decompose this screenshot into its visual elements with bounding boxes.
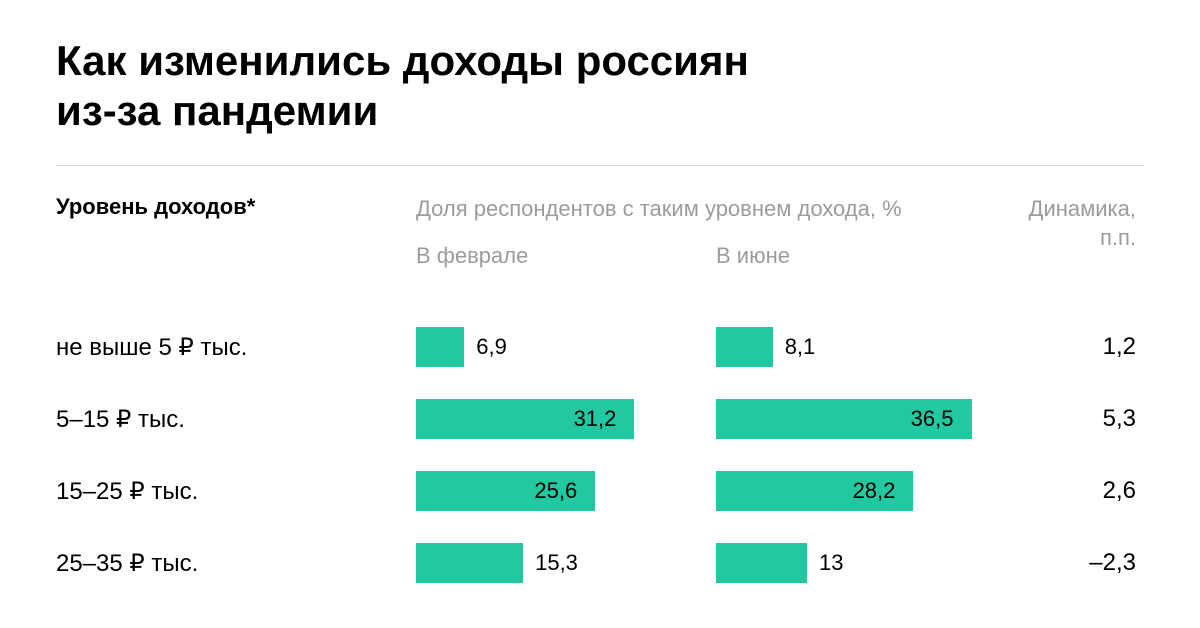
header-share-text: Доля респондентов с таким уровнем дохода…	[416, 194, 1016, 224]
table-row: 5–15 ₽ тыс.31,2 36,5 5,3	[56, 383, 1144, 455]
title-line-1: Как изменились доходы россиян	[56, 37, 749, 84]
chart-title: Как изменились доходы россиян из-за панд…	[56, 36, 1144, 137]
bar-value-jun-3: 13	[819, 550, 843, 576]
row-label: 5–15 ₽ тыс.	[56, 405, 416, 434]
table-row: не выше 5 ₽ тыс. 6,9 8,1 1,2	[56, 311, 1144, 383]
dynamics-value: –2,3	[1016, 549, 1136, 577]
bar-feb-0	[416, 327, 464, 367]
dynamics-value: 1,2	[1016, 333, 1136, 361]
bar-cell-jun-1: 36,5	[716, 399, 1016, 439]
bar-cell-feb-2: 25,6	[416, 471, 716, 511]
row-label: не выше 5 ₽ тыс.	[56, 333, 416, 362]
bar-cell-feb-1: 31,2	[416, 399, 716, 439]
data-rows: не выше 5 ₽ тыс. 6,9 8,1 1,2 5–15 ₽ тыс.31,2…	[56, 311, 1144, 599]
bar-cell-feb-0: 6,9	[416, 327, 716, 367]
header-income: Уровень доходов*	[56, 194, 416, 271]
header-row: Уровень доходов* Доля респондентов с так…	[56, 194, 1144, 271]
header-dynamics: Динамика, п.п.	[1016, 194, 1136, 271]
header-feb: В феврале	[416, 241, 716, 271]
bar-value-feb-0: 6,9	[476, 334, 507, 360]
row-label: 15–25 ₽ тыс.	[56, 477, 416, 506]
bar-value-jun-2: 28,2	[716, 478, 913, 504]
header-share: Доля респондентов с таким уровнем дохода…	[416, 194, 1016, 271]
bar-jun-3	[716, 543, 807, 583]
header-dyn-1: Динамика,	[1016, 194, 1136, 224]
bar-cell-jun-0: 8,1	[716, 327, 1016, 367]
bar-cell-jun-3: 13	[716, 543, 1016, 583]
bar-cell-feb-3: 15,3	[416, 543, 716, 583]
bar-value-feb-3: 15,3	[535, 550, 578, 576]
divider	[56, 165, 1144, 166]
header-jun: В июне	[716, 241, 1016, 271]
table-row: 25–35 ₽ тыс. 15,3 13 –2,3	[56, 527, 1144, 599]
header-dyn-2: п.п.	[1016, 223, 1136, 253]
bar-value-feb-1: 31,2	[416, 406, 634, 432]
row-label: 25–35 ₽ тыс.	[56, 549, 416, 578]
bar-value-jun-0: 8,1	[785, 334, 816, 360]
bar-feb-3	[416, 543, 523, 583]
table-row: 15–25 ₽ тыс.25,6 28,2 2,6	[56, 455, 1144, 527]
title-line-2: из-за пандемии	[56, 87, 378, 134]
dynamics-value: 2,6	[1016, 477, 1136, 505]
bar-value-feb-2: 25,6	[416, 478, 595, 504]
dynamics-value: 5,3	[1016, 405, 1136, 433]
bar-cell-jun-2: 28,2	[716, 471, 1016, 511]
bar-value-jun-1: 36,5	[716, 406, 972, 432]
bar-jun-0	[716, 327, 773, 367]
